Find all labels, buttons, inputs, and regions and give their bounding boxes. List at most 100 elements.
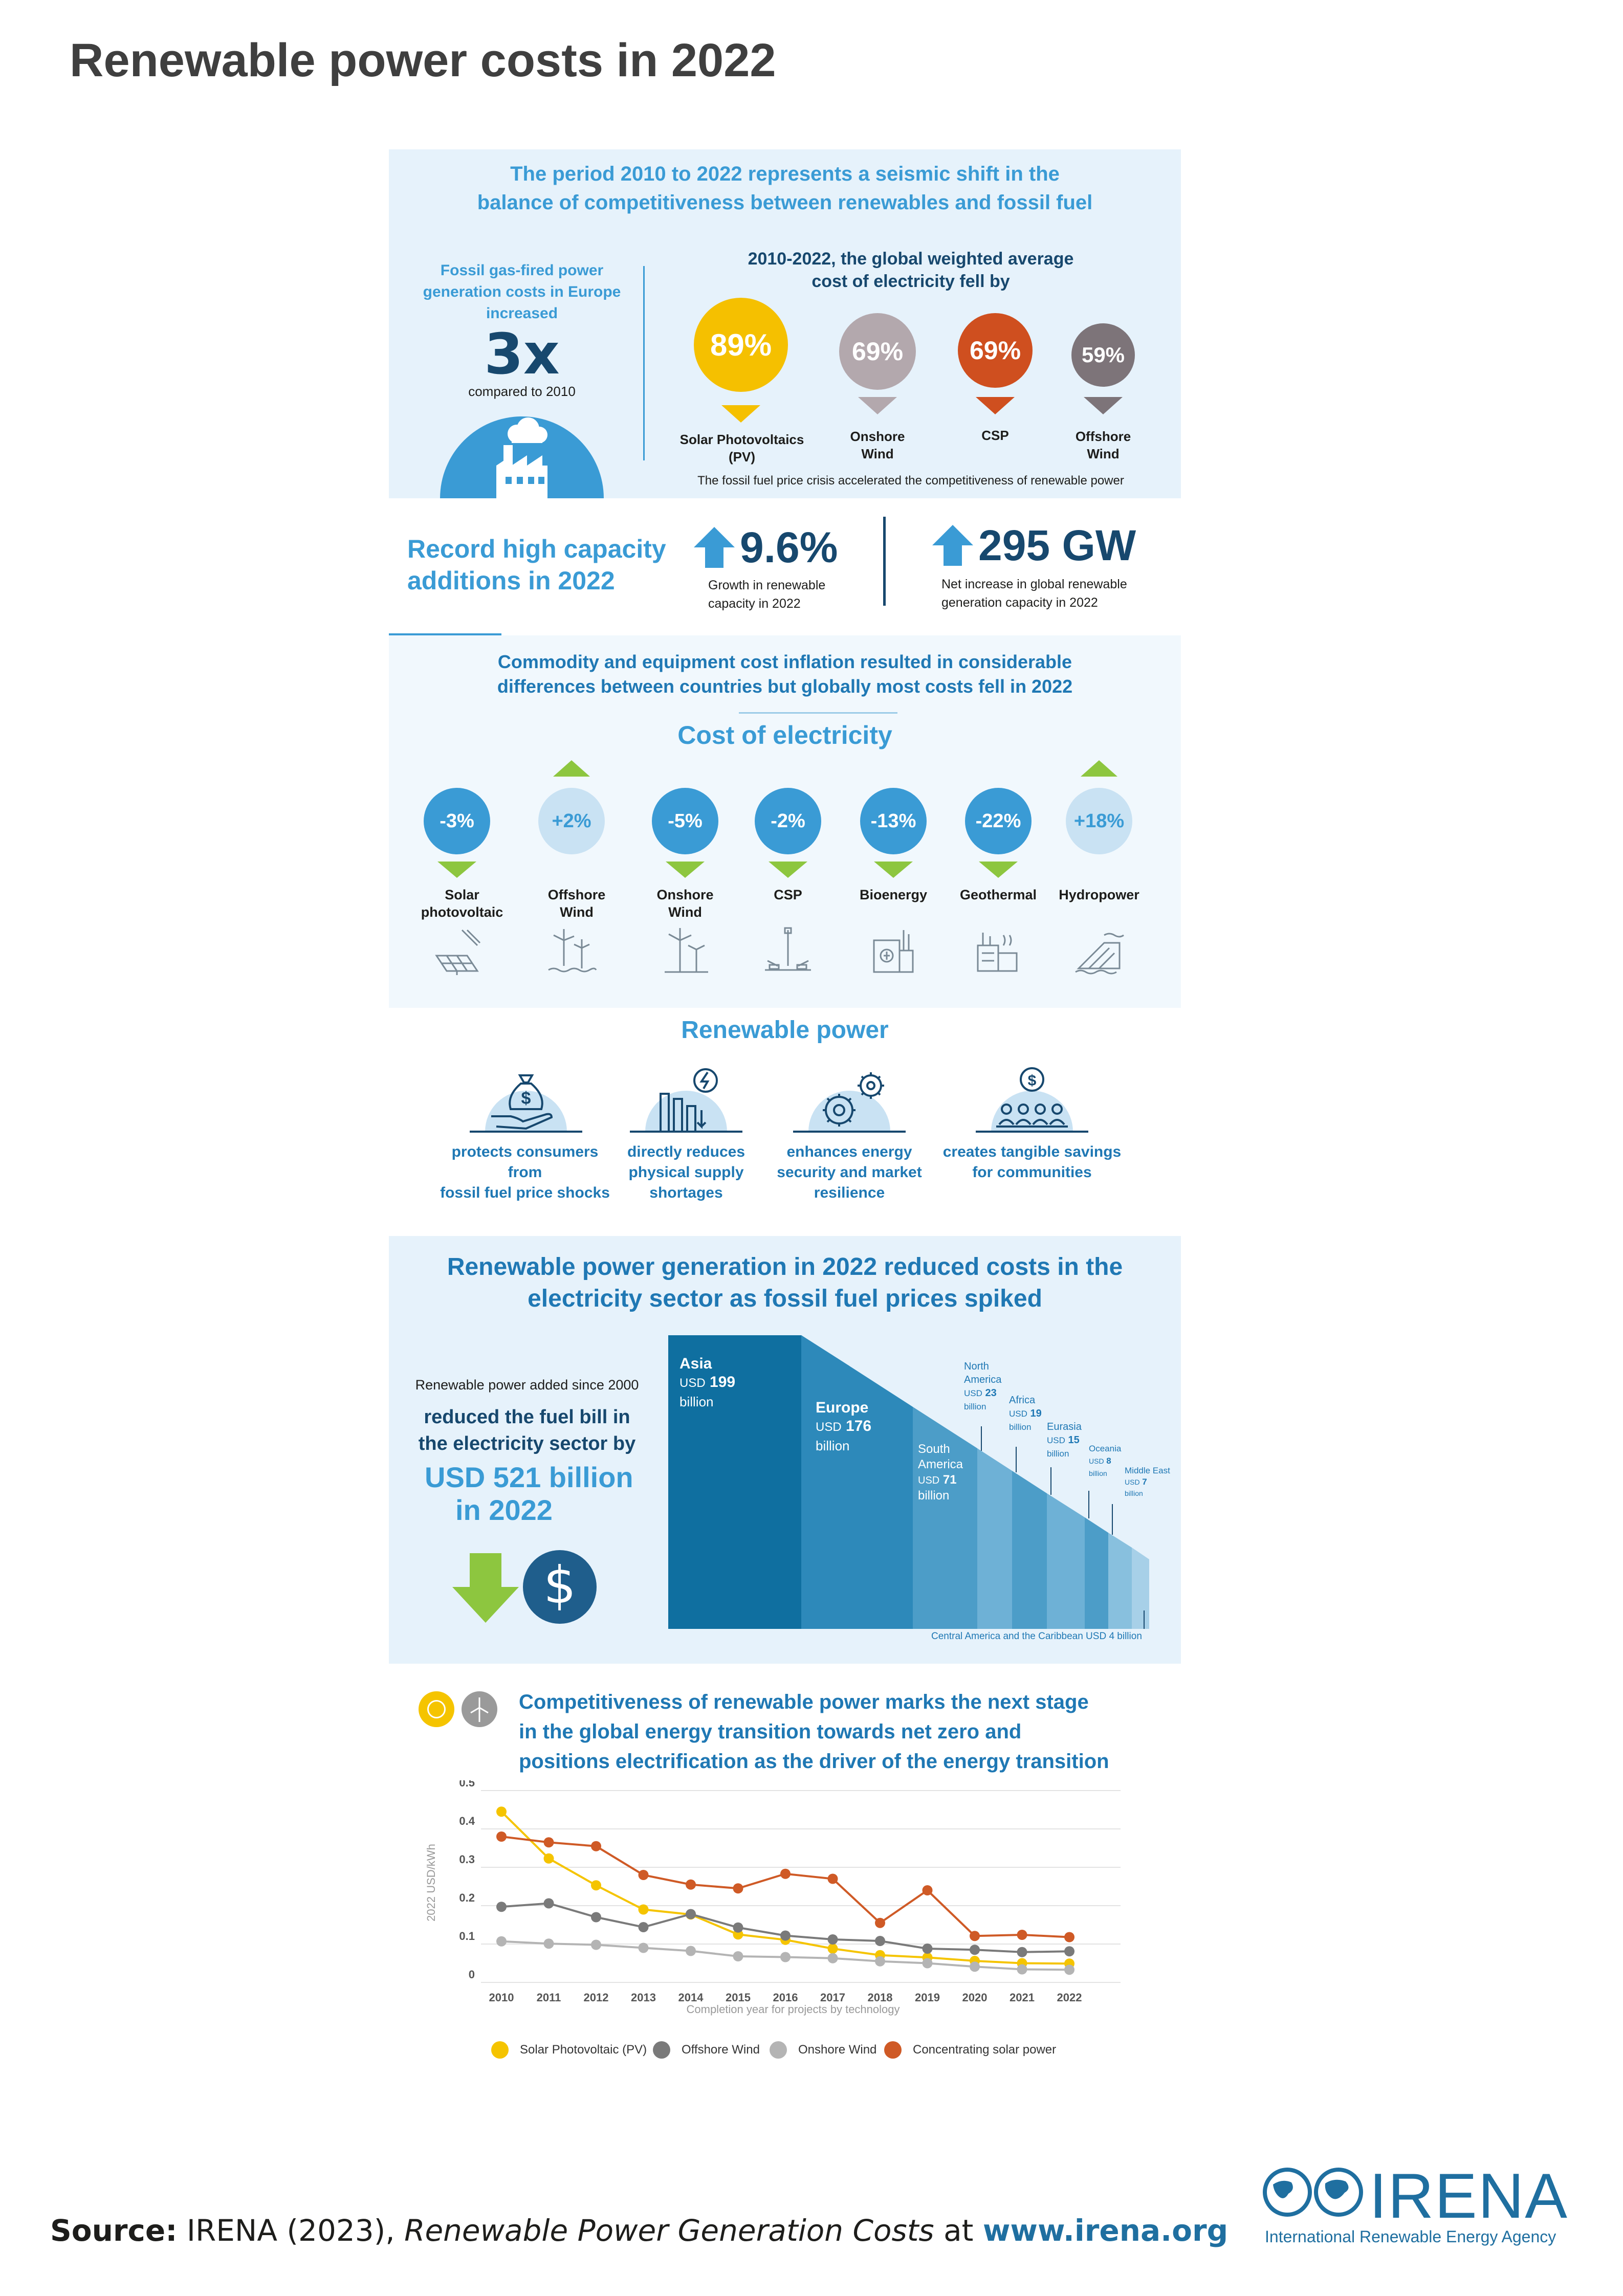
down-arrow-icon	[874, 862, 913, 878]
region-eurasia: Eurasia USD 15 billion	[1047, 1420, 1082, 1461]
pin-pointer	[858, 397, 897, 414]
pin-csp: 69%	[958, 313, 1033, 388]
data-point	[638, 1922, 649, 1932]
x-tick-label: 2015	[726, 1991, 751, 2004]
data-point	[922, 1885, 933, 1895]
pin-label-onshore-wind: Onshore Wind	[826, 428, 929, 462]
currency: USD	[1089, 1457, 1104, 1465]
data-point	[780, 1952, 791, 1962]
geothermal-plant-icon	[977, 933, 1018, 972]
renewable-power-title: Renewable power	[681, 1017, 889, 1044]
label-line: Growth in renewable	[708, 578, 826, 592]
capacity-label: Net increase in global renewable generat…	[941, 575, 1127, 612]
y-tick-label: 0	[469, 1968, 475, 1981]
unit: billion	[918, 1489, 950, 1503]
data-point	[638, 1904, 649, 1915]
benefit-reduces-shortages: directly reduces physical supply shortag…	[594, 1142, 778, 1203]
region-value: 7	[1142, 1477, 1147, 1487]
label-line: Geothermal	[959, 887, 1037, 902]
section5-headline: Renewable power generation in 2022 reduc…	[389, 1251, 1181, 1315]
region-name: Middle East	[1125, 1466, 1170, 1475]
unit: billion	[964, 1402, 986, 1411]
x-tick-label: 2022	[1057, 1991, 1082, 2004]
data-point	[543, 1898, 554, 1909]
currency: USD	[1009, 1409, 1027, 1419]
label-line: Offshore	[547, 887, 606, 902]
data-point	[922, 1958, 933, 1969]
region-value: 23	[985, 1387, 997, 1399]
tech-label-solar-pv: Solar photovoltaic	[411, 886, 513, 921]
label-line: Net increase in global renewable	[941, 577, 1127, 591]
text-line: 2010-2022, the global weighted average	[748, 249, 1074, 269]
data-point	[1017, 1964, 1027, 1975]
y-axis-label: 2022 USD/kWh	[425, 1844, 437, 1922]
data-point	[780, 1868, 791, 1879]
data-point	[1017, 1947, 1027, 1957]
money-bag-hand-icon: $	[470, 1074, 582, 1133]
currency: USD	[816, 1420, 842, 1434]
benefit-energy-security: enhances energy security and market resi…	[757, 1142, 941, 1203]
unit: billion	[1089, 1469, 1107, 1477]
label-line: Wind	[861, 446, 894, 461]
pin-pointer	[721, 405, 760, 423]
data-point	[638, 1942, 649, 1953]
x-tick-label: 2020	[962, 1991, 988, 2004]
down-arrow-icon	[769, 862, 807, 878]
csp-tower-icon	[765, 927, 811, 971]
region-value: 199	[710, 1374, 736, 1390]
data-point	[875, 1917, 885, 1928]
data-point	[496, 1806, 507, 1817]
x-tick-label: 2018	[868, 1991, 893, 2004]
unit: billion	[1047, 1449, 1069, 1459]
pin-pointer	[1084, 397, 1123, 414]
label-line: CSP	[774, 887, 802, 902]
dollar-icon: $	[523, 1550, 597, 1624]
text-line: the electricity sector by	[418, 1433, 636, 1454]
headline-line: Renewable power generation in 2022 reduc…	[447, 1253, 1123, 1281]
section1-headline: The period 2010 to 2022 represents a sei…	[389, 160, 1181, 217]
source-url[interactable]: www.irena.org	[982, 2213, 1229, 2248]
compared-text: compared to 2010	[468, 384, 576, 399]
legend-label: Onshore Wind	[798, 2043, 877, 2057]
x-tick-label: 2011	[537, 1991, 561, 2004]
headline-line: balance of competitiveness between renew…	[477, 191, 1093, 214]
label-line: resilience	[814, 1184, 885, 1201]
data-point	[496, 1831, 507, 1842]
svg-text:$: $	[1028, 1072, 1037, 1089]
down-arrow-icon	[437, 862, 476, 878]
factory-icon	[440, 416, 604, 498]
currency: USD	[964, 1388, 982, 1398]
unit: billion	[1125, 1489, 1143, 1497]
weighted-average-title: 2010-2022, the global weighted average c…	[665, 248, 1156, 293]
legend-label: Offshore Wind	[682, 2043, 760, 2057]
x-tick-label: 2017	[820, 1991, 845, 2004]
x-tick-label: 2019	[915, 1991, 940, 2004]
text-line: increased	[486, 305, 558, 322]
text-line: cost of electricity fell by	[812, 272, 1010, 291]
subtitle-rule	[739, 712, 897, 714]
source-at: at	[944, 2213, 974, 2248]
source-label: Source:	[50, 2213, 178, 2248]
pin-solar-pv: 89%	[694, 298, 788, 392]
wind-turbine-icon	[462, 1691, 497, 1727]
region-asia: Asia USD 199 billion	[679, 1355, 735, 1411]
benefit-community-savings: creates tangible savings for communities	[940, 1142, 1124, 1183]
section-rule	[389, 633, 501, 635]
cost-hydropower: +18%	[1066, 788, 1132, 854]
region-value: 19	[1030, 1408, 1042, 1419]
headline-line: Competitiveness of renewable power marks…	[519, 1691, 1089, 1713]
data-point	[875, 1936, 885, 1946]
headline-line: electricity sector as fossil fuel prices…	[528, 1285, 1042, 1312]
data-point	[686, 1879, 696, 1890]
data-point	[827, 1953, 838, 1963]
text-line: generation costs in Europe	[423, 283, 621, 300]
arrow-up-icon	[694, 527, 735, 568]
unit: billion	[1009, 1422, 1032, 1432]
region-middle-east: Middle East USD 7 billion	[1125, 1465, 1170, 1499]
benefit-protects-consumers: protects consumers from fossil fuel pric…	[433, 1142, 617, 1203]
source-line: Source: IRENA (2023), Renewable Power Ge…	[50, 2213, 1228, 2248]
x-tick-label: 2016	[773, 1991, 798, 2004]
growth-label: Growth in renewable capacity in 2022	[708, 576, 825, 613]
source-title: Renewable Power Generation Costs	[404, 2213, 934, 2248]
legend-solar-pv: Solar Photovoltaic (PV)	[491, 2041, 647, 2059]
